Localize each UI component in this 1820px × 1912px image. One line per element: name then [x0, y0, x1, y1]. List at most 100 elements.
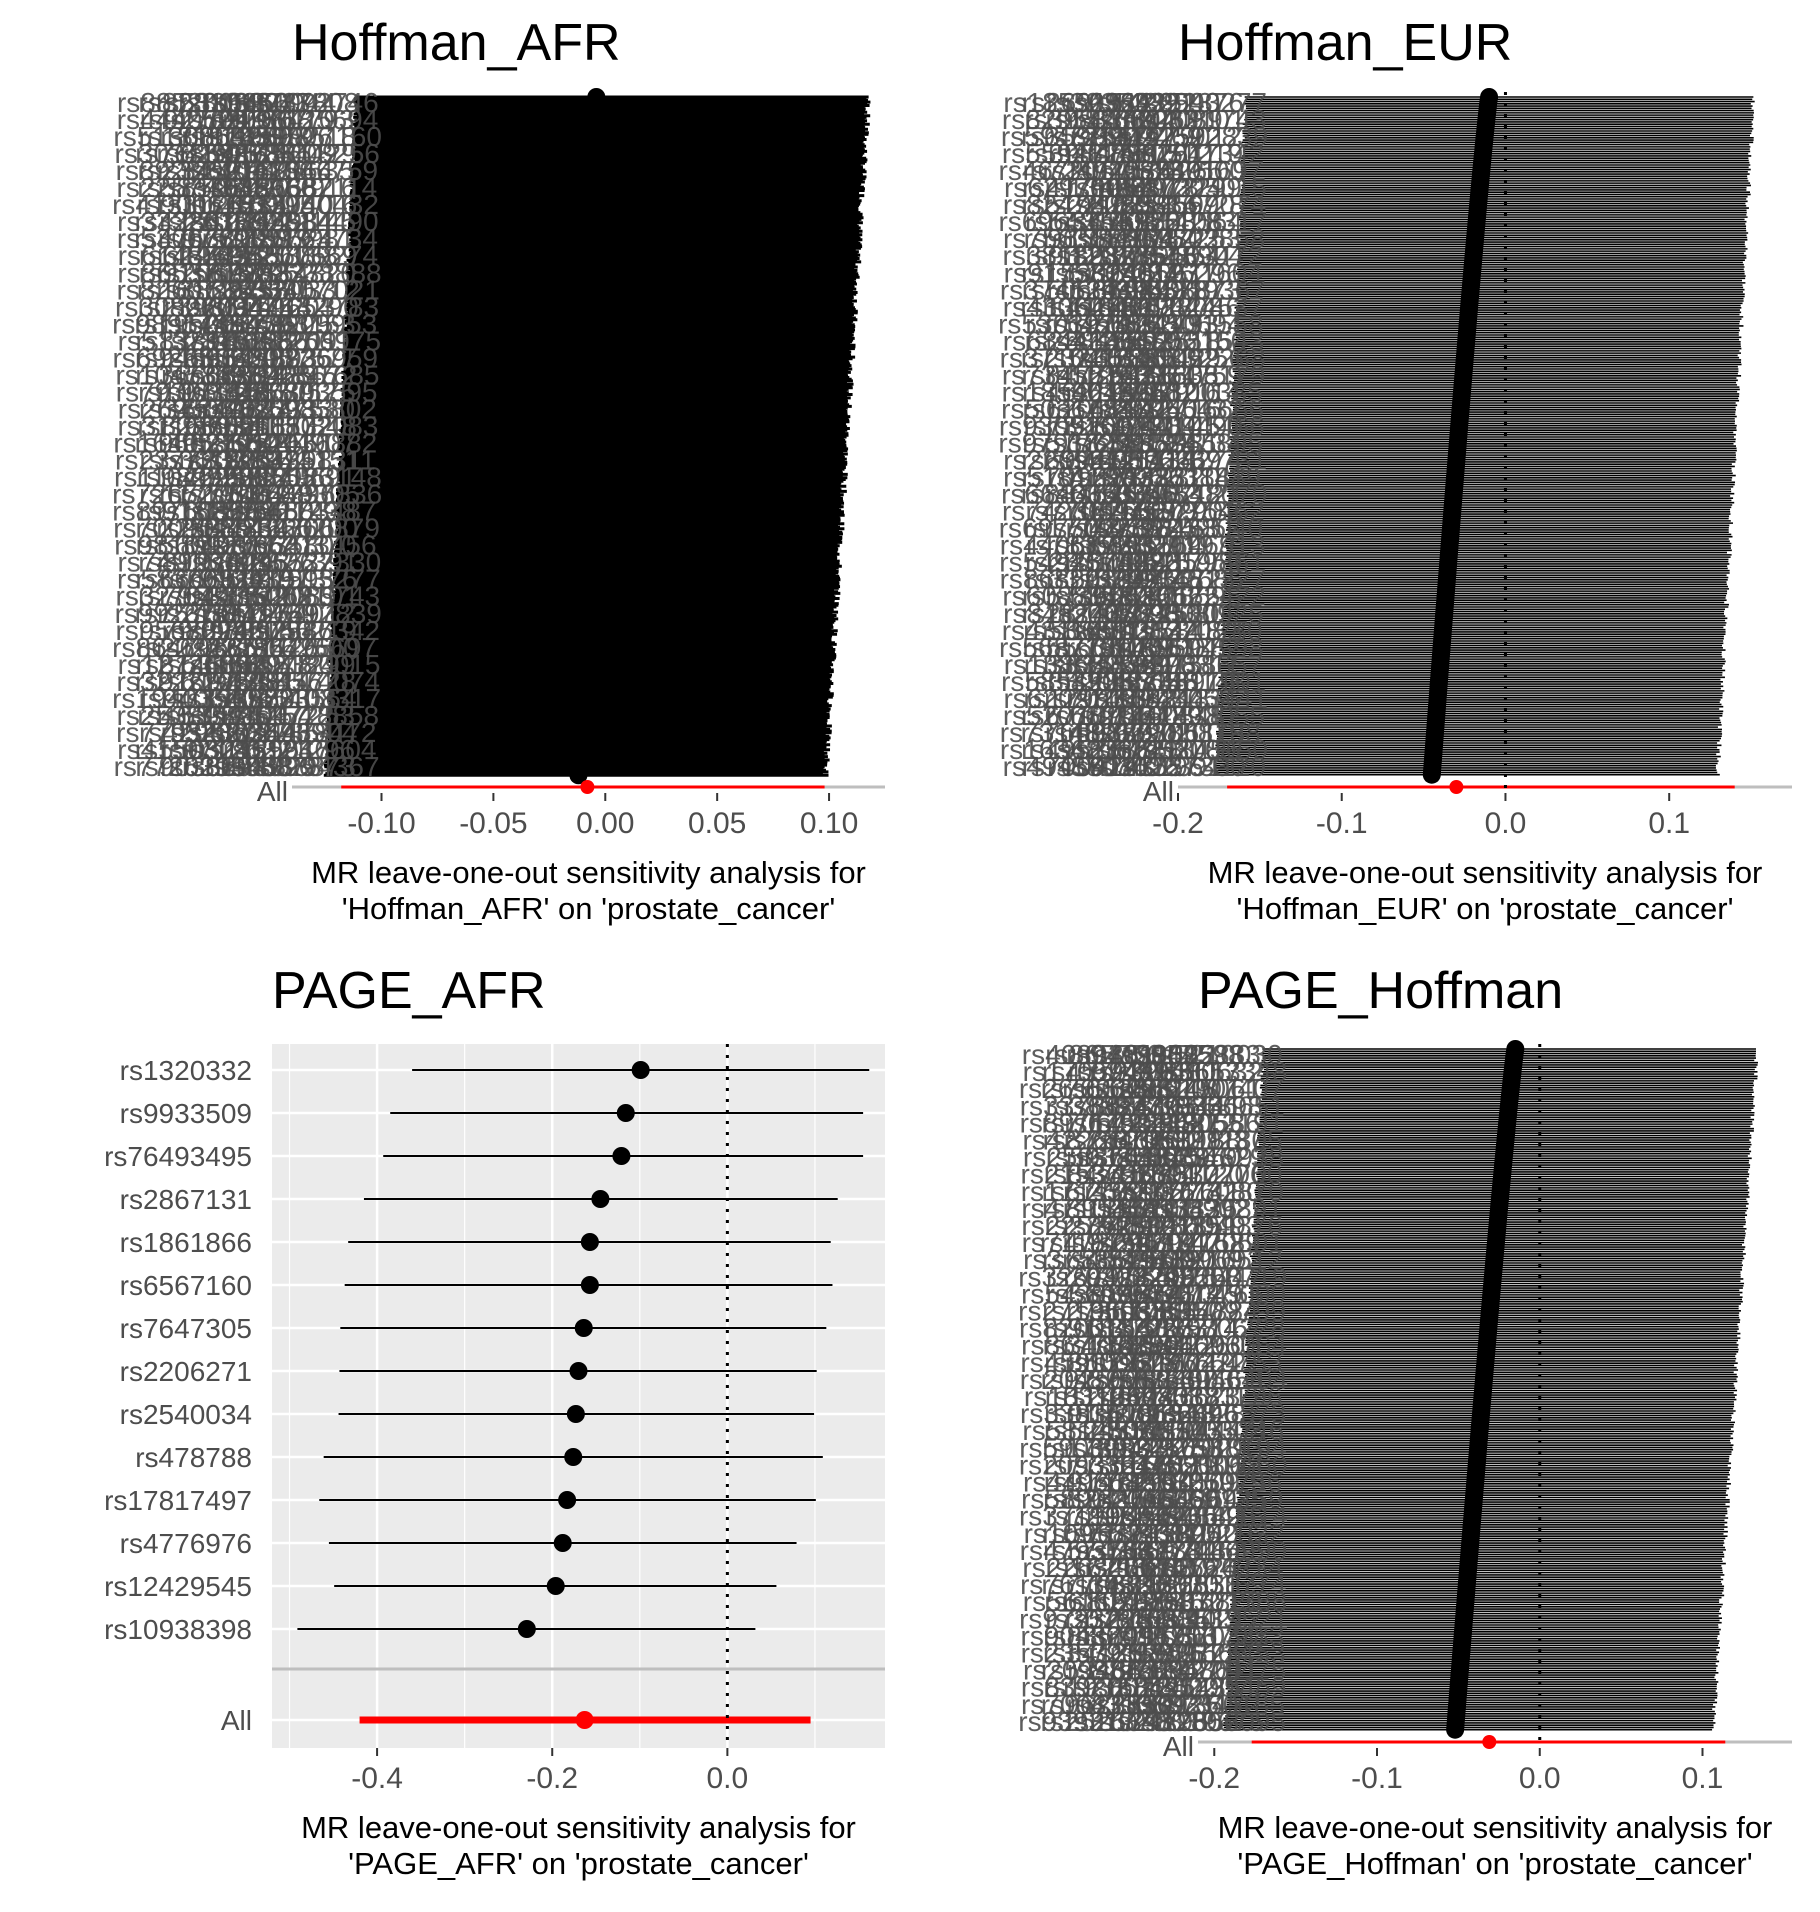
- snp-label: rs3839737: [1046, 1090, 1178, 1121]
- snp-label: rs8382947: [1086, 138, 1218, 169]
- snp-label: rs1685956: [157, 496, 289, 527]
- snp-label: rs8976311: [1110, 649, 1240, 680]
- snp-label: rs8852006: [117, 87, 249, 118]
- snp-label: rs1386805: [1004, 649, 1136, 680]
- snp-label: rs5814506: [1022, 1415, 1154, 1446]
- all-point-estimate: [575, 1711, 594, 1729]
- snp-label: rs9724845: [205, 359, 337, 390]
- snp-label: rs6221296: [223, 734, 355, 765]
- snp-label: rs7910339: [160, 564, 292, 595]
- snp-label: rs8685030: [1000, 564, 1132, 595]
- snp-label: rs7611342: [1134, 138, 1264, 169]
- snp-label: rs9364429: [224, 138, 356, 169]
- snp-label: rs9200231: [1046, 410, 1178, 441]
- x-axis-title: 'Hoffman_EUR' on 'prostate_cancer': [1237, 891, 1734, 926]
- snp-label: rs5181790: [1003, 462, 1135, 493]
- snp-label: rs1442438: [1089, 700, 1221, 731]
- snp-label: rs5319058: [160, 751, 292, 782]
- snp-label: rs5684490: [246, 206, 378, 237]
- snp-label: rs5749845: [1069, 564, 1201, 595]
- snp-label: rs6359259: [160, 121, 292, 152]
- snp-label: rs9868518: [224, 121, 356, 152]
- snp-label: rs2538117: [117, 700, 247, 731]
- snp-label: rs4536265: [1090, 155, 1222, 186]
- snp-label: rs9169753: [135, 666, 267, 697]
- snp-label: rs9406635: [222, 155, 354, 186]
- snp-label: rs2412114: [1111, 376, 1241, 407]
- snp-label: rs5737037: [1046, 257, 1178, 288]
- snp-label: rs9769290: [1091, 496, 1223, 527]
- snp-label: rs4311651: [1002, 615, 1132, 646]
- snp-label: rs1177700: [139, 479, 269, 510]
- snp-label: rs4220679: [1046, 325, 1178, 356]
- snp-label: rs1176234: [158, 189, 288, 220]
- snp-label: rs7314891: [1000, 717, 1132, 748]
- snp-label: rs5315817: [158, 649, 290, 680]
- snp-label: rs2216358: [1043, 189, 1175, 220]
- snp-label: rs2378549: [183, 632, 315, 663]
- snp-label: rs2520756: [161, 104, 293, 135]
- snp-label: rs8348225: [201, 308, 333, 339]
- snp-label: rs6299614: [156, 138, 288, 169]
- snp-label: rs5913271: [1069, 462, 1201, 493]
- point-estimate: [616, 1104, 635, 1122]
- snp-label: rs1596450: [182, 496, 314, 527]
- snp-label: rs5208950: [1136, 734, 1268, 765]
- snp-label: rs1979243: [157, 547, 289, 578]
- snp-label: rs4880787: [205, 751, 337, 782]
- snp-label: rs5776388: [1022, 428, 1154, 459]
- snp-label: rs5854938: [1001, 666, 1133, 697]
- snp-label: rs4274691: [1089, 666, 1221, 697]
- snp-label: rs4150308: [117, 734, 249, 765]
- snp-label: rs8392052: [1021, 1672, 1153, 1703]
- snp-label: rs7082021: [1112, 479, 1244, 510]
- snp-label: rs2033101: [1113, 104, 1245, 135]
- snp-label: rs1705941: [1023, 1056, 1155, 1087]
- snp-label: rs2324614: [1021, 342, 1153, 373]
- snp-label: rs2057021: [248, 274, 380, 305]
- all-label: All: [221, 1705, 252, 1736]
- snp-label: rs7647305: [120, 1313, 252, 1344]
- snp-label: rs9927160: [250, 121, 382, 152]
- snp-label: rs2037577: [225, 342, 357, 373]
- snp-label: rs7423611: [1002, 496, 1132, 527]
- snp-label: rs7390972: [162, 683, 294, 714]
- snp-label: rs8928240: [116, 155, 248, 186]
- snp-label: rs8954089: [1042, 1193, 1174, 1224]
- snp-label: rs2874382: [1022, 598, 1154, 629]
- snp-label: rs5498842: [159, 581, 291, 612]
- snp-label: rs7345216: [1002, 359, 1134, 390]
- snp-label: rs8356712: [1092, 479, 1224, 510]
- snp-label: rs6888425: [181, 359, 313, 390]
- snp-label: rs4117515: [1048, 138, 1178, 169]
- snp-label: rs6844135: [1003, 325, 1135, 356]
- snp-label: rs8200154: [1019, 1313, 1151, 1344]
- snp-label: rs5850154: [1067, 223, 1199, 254]
- snp-label: rs8018132: [200, 410, 332, 441]
- snp-label: rs3334336: [1024, 649, 1156, 680]
- snp-label: rs1231867: [1047, 240, 1179, 271]
- snp-label: rs6150617: [1087, 257, 1219, 288]
- snp-label: rs6975077: [999, 513, 1131, 544]
- x-tick-label: 0.1: [1648, 807, 1690, 840]
- snp-label: rs2040432: [247, 189, 379, 220]
- snp-label: rs1770370: [224, 530, 356, 561]
- snp-label: rs1634876: [1000, 734, 1132, 765]
- snp-label: rs2030324: [1046, 1261, 1178, 1292]
- snp-label: rs5439814: [1021, 1278, 1153, 1309]
- snp-label: rs7326774: [1023, 410, 1155, 441]
- snp-label: rs4861959: [1110, 547, 1242, 578]
- snp-label: rs6438040: [1131, 513, 1263, 544]
- snp-label: rs4319367: [1134, 274, 1266, 305]
- snp-label: rs9782253: [1109, 223, 1241, 254]
- snp-label: rs3753549: [1023, 1244, 1155, 1275]
- snp-label: rs1530246: [1021, 257, 1153, 288]
- snp-label: rs9658796: [1024, 223, 1156, 254]
- snp-label: rs7491589: [117, 547, 249, 578]
- snp-label: rs3460570: [1042, 445, 1174, 476]
- snp-label: rs3983719: [1024, 104, 1156, 135]
- point-estimate: [546, 1577, 565, 1595]
- snp-label: rs5763734: [246, 223, 378, 254]
- snp-label: rs5206867: [161, 717, 293, 748]
